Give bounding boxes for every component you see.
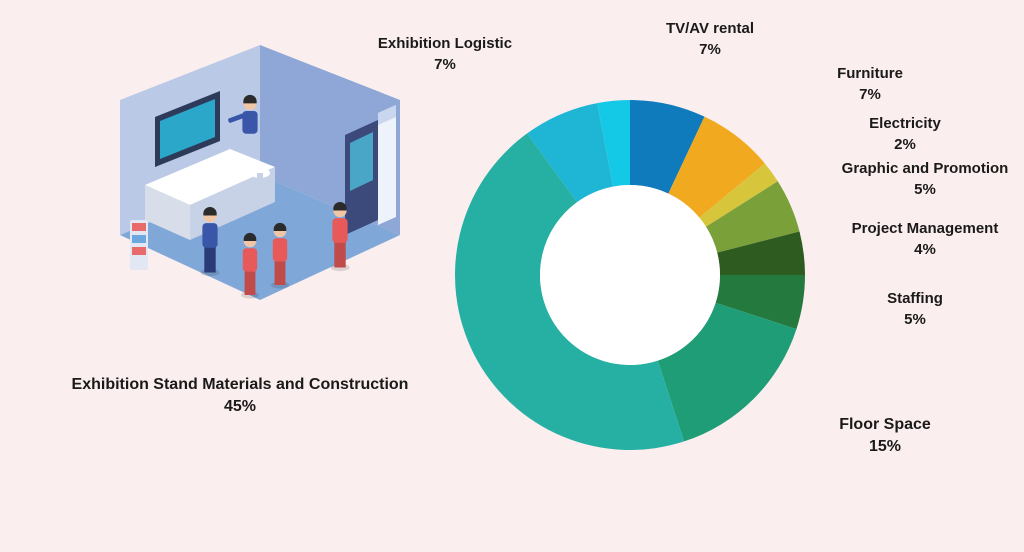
label-materials-pct: 45% bbox=[60, 397, 420, 417]
label-graphic-name: Graphic and Promotion bbox=[830, 160, 1020, 179]
label-staffing-pct: 5% bbox=[855, 311, 975, 330]
booth-brochure-b bbox=[132, 235, 146, 243]
booth-brochure-a bbox=[132, 223, 146, 231]
label-logistic: Exhibition Logistic 7% bbox=[360, 35, 530, 75]
label-floor-space-name: Floor Space bbox=[815, 415, 955, 435]
exhibition-booth-illustration bbox=[100, 45, 410, 315]
label-proj-mgmt-pct: 4% bbox=[830, 241, 1020, 260]
label-staffing-name: Staffing bbox=[855, 290, 975, 309]
label-materials: Exhibition Stand Materials and Construct… bbox=[60, 375, 420, 417]
cost-breakdown-donut-chart bbox=[450, 95, 810, 460]
label-graphic: Graphic and Promotion 5% bbox=[830, 160, 1020, 200]
label-proj-mgmt-name: Project Management bbox=[830, 220, 1020, 239]
label-furniture-name: Furniture bbox=[810, 65, 930, 84]
label-floor-space: Floor Space 15% bbox=[815, 415, 955, 457]
label-logistic-pct: 7% bbox=[360, 56, 530, 75]
label-electricity-name: Electricity bbox=[845, 115, 965, 134]
label-furniture: Furniture 7% bbox=[810, 65, 930, 105]
label-furniture-pct: 7% bbox=[810, 86, 930, 105]
label-materials-name: Exhibition Stand Materials and Construct… bbox=[60, 375, 420, 395]
label-electricity: Electricity 2% bbox=[845, 115, 965, 155]
label-staffing: Staffing 5% bbox=[855, 290, 975, 330]
label-tv-av-name: TV/AV rental bbox=[640, 20, 780, 39]
label-floor-space-pct: 15% bbox=[815, 437, 955, 457]
infographic-canvas: TV/AV rental 7% Furniture 7% Electricity… bbox=[0, 0, 1024, 552]
donut-hole bbox=[540, 185, 720, 365]
booth-stool-leg bbox=[257, 173, 263, 197]
label-tv-av-pct: 7% bbox=[640, 41, 780, 60]
booth-brochure-c bbox=[132, 247, 146, 255]
label-tv-av: TV/AV rental 7% bbox=[640, 20, 780, 60]
label-proj-mgmt: Project Management 4% bbox=[830, 220, 1020, 260]
label-graphic-pct: 5% bbox=[830, 181, 1020, 200]
label-logistic-name: Exhibition Logistic bbox=[360, 35, 530, 54]
label-electricity-pct: 2% bbox=[845, 136, 965, 155]
